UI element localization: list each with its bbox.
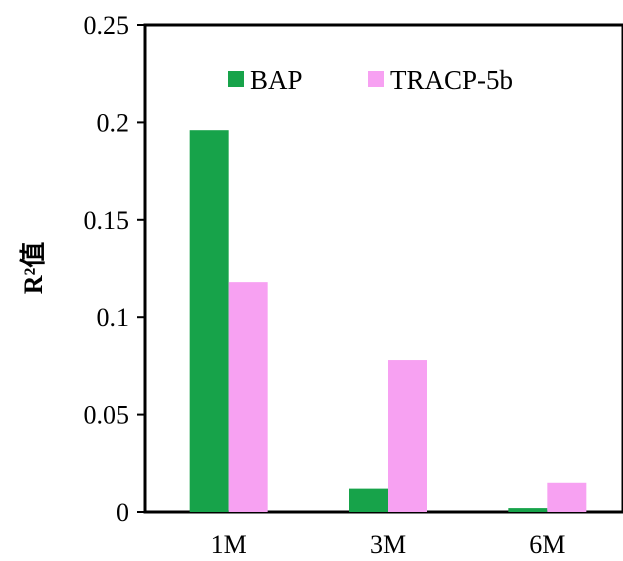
- bar-bap-3m: [349, 488, 388, 512]
- y-tick-label: 0: [116, 498, 129, 527]
- legend-swatch-bap: [228, 71, 244, 87]
- y-axis: [137, 24, 145, 513]
- bar-tracp-5b-1m: [228, 282, 268, 512]
- bar-bap-1m: [189, 130, 229, 512]
- bars: [189, 130, 587, 512]
- x-tick-label: 3M: [370, 530, 406, 559]
- legend-swatch-tracp-5b: [368, 71, 384, 87]
- y-tick-label: 0.2: [97, 108, 130, 137]
- x-tick-labels: 1M 3M 6M: [211, 530, 566, 559]
- legend: BAP TRACP-5b: [228, 65, 513, 95]
- legend-label-tracp-5b: TRACP-5b: [390, 65, 513, 95]
- bar-tracp-5b-3m: [388, 360, 427, 512]
- y-tick-label: 0.15: [84, 206, 130, 235]
- bar-tracp-5b-6m: [547, 482, 587, 512]
- legend-label-bap: BAP: [250, 65, 303, 95]
- y-tick-label: 0.25: [84, 11, 130, 40]
- y-tick-label: 0.05: [84, 401, 130, 430]
- y-tick-labels: 0 0.05 0.1 0.15 0.2 0.25: [84, 11, 130, 527]
- y-tick-label: 0.1: [97, 303, 130, 332]
- x-tick-label: 6M: [529, 530, 565, 559]
- bar-bap-6m: [508, 508, 548, 512]
- x-tick-label: 1M: [211, 530, 247, 559]
- y-axis-title: R²值: [19, 242, 48, 295]
